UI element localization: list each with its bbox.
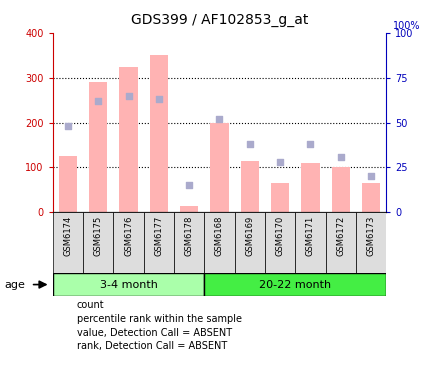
Text: count: count [77, 300, 104, 310]
Bar [270, 183, 289, 212]
Text: GDS399 / AF102853_g_at: GDS399 / AF102853_g_at [131, 13, 307, 27]
Bar [355, 212, 385, 273]
Text: GSM6172: GSM6172 [336, 215, 345, 255]
Bar [59, 156, 77, 212]
Bar [113, 212, 143, 273]
Bar [53, 273, 204, 296]
Bar [301, 163, 319, 212]
Text: GSM6175: GSM6175 [93, 215, 102, 255]
Bar [180, 206, 198, 212]
Bar [149, 55, 168, 212]
Point [246, 141, 253, 147]
Bar [204, 212, 234, 273]
Point [155, 96, 162, 102]
Bar [361, 183, 379, 212]
Text: percentile rank within the sample: percentile rank within the sample [77, 314, 241, 324]
Point [306, 141, 313, 147]
Point [367, 173, 374, 179]
Text: 100%: 100% [392, 21, 420, 31]
Text: GSM6169: GSM6169 [245, 215, 254, 255]
Point [185, 183, 192, 188]
Text: value, Detection Call = ABSENT: value, Detection Call = ABSENT [77, 328, 231, 337]
Text: GSM6174: GSM6174 [63, 215, 72, 255]
Text: GSM6176: GSM6176 [124, 215, 133, 256]
Text: GSM6170: GSM6170 [275, 215, 284, 255]
Text: 3-4 month: 3-4 month [99, 280, 157, 290]
Point [336, 154, 343, 160]
Bar [295, 212, 325, 273]
Bar [265, 212, 295, 273]
Bar [240, 161, 258, 212]
Text: GSM6178: GSM6178 [184, 215, 193, 256]
Text: GSM6173: GSM6173 [366, 215, 375, 256]
Text: age: age [4, 280, 25, 290]
Bar [53, 212, 83, 273]
Bar [119, 67, 137, 212]
Bar [204, 273, 385, 296]
Point [125, 93, 132, 99]
Text: 20-22 month: 20-22 month [259, 280, 331, 290]
Bar [173, 212, 204, 273]
Text: GSM6171: GSM6171 [305, 215, 314, 255]
Point [95, 98, 102, 104]
Text: GSM6177: GSM6177 [154, 215, 163, 256]
Bar [234, 212, 265, 273]
Bar [325, 212, 355, 273]
Bar [143, 212, 173, 273]
Bar [89, 82, 107, 212]
Point [215, 116, 223, 122]
Bar [210, 123, 228, 212]
Text: rank, Detection Call = ABSENT: rank, Detection Call = ABSENT [77, 341, 226, 351]
Point [276, 159, 283, 165]
Bar [331, 168, 349, 212]
Text: GSM6168: GSM6168 [215, 215, 223, 256]
Bar [83, 212, 113, 273]
Point [64, 123, 71, 129]
